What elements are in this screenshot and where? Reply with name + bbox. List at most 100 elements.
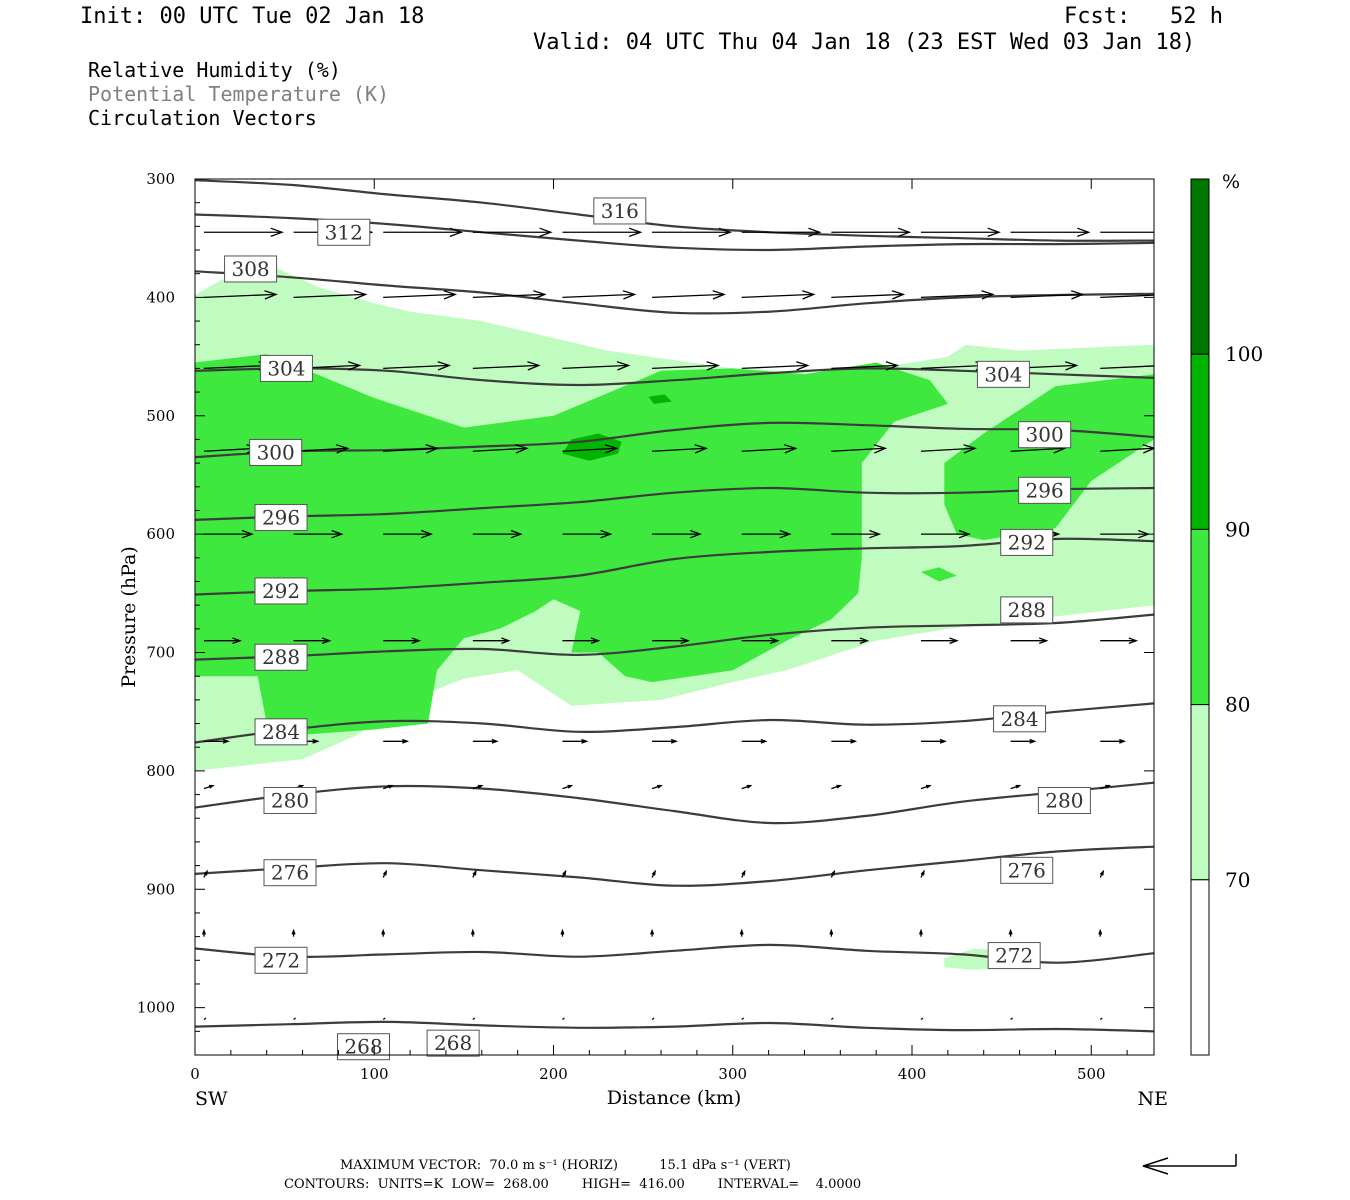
vector-arrow: [203, 1017, 207, 1021]
vector-head: [491, 738, 499, 744]
vector-arrow: [1100, 231, 1154, 233]
contour-label-box: [317, 218, 371, 246]
colorbar-segment: [1190, 879, 1210, 1056]
vector-arrow: [651, 784, 663, 790]
vector-head: [201, 928, 206, 935]
vector-arrow: [562, 637, 601, 645]
contour-label-box: [993, 705, 1047, 733]
contour-label-box: [259, 354, 313, 382]
vector-shaft: [293, 447, 348, 452]
vector-head: [939, 738, 947, 744]
x-tick-label: 100: [360, 1065, 389, 1083]
vector-head: [472, 869, 477, 876]
vector-head: [712, 290, 726, 300]
footer-max-vector: MAXIMUM VECTOR: 70.0 m s⁻¹ (HORIZ) 15.1 …: [340, 1158, 791, 1173]
vector-head: [718, 227, 733, 238]
rh-region-80: [944, 374, 1154, 541]
contour-label-box: [263, 859, 317, 887]
vector-head: [1161, 291, 1172, 299]
vector-arrow: [831, 637, 870, 645]
vector-arrow: [741, 444, 798, 454]
vector-head: [670, 738, 679, 744]
rh-region-90: [648, 394, 672, 404]
x-end-label-sw: SW: [195, 1088, 228, 1110]
x-tick-label: 0: [190, 1065, 200, 1083]
isentrope-300: [195, 421, 1154, 459]
contour-label-288: 288: [254, 643, 308, 671]
vector-head: [680, 637, 690, 645]
vector-head: [411, 637, 422, 645]
vector-head: [850, 738, 858, 744]
contour-label-text: 292: [1008, 530, 1046, 554]
vector-shaft: [383, 364, 450, 370]
vector-head: [925, 784, 932, 789]
vector-arrow: [741, 290, 816, 300]
contour-label-276: 276: [263, 859, 317, 887]
contour-label-text: 304: [984, 362, 1022, 386]
contour-label-272: 272: [987, 942, 1041, 970]
vector-arrow: [651, 869, 656, 878]
vector-arrow: [741, 784, 753, 790]
vector-arrow: [382, 1017, 386, 1021]
contour-label-text: 280: [271, 788, 309, 812]
legend-rh: Relative Humidity (%): [88, 58, 341, 82]
colorbar-segment: [1190, 704, 1210, 881]
colorbar-label: 80: [1225, 693, 1250, 717]
vector-head: [869, 529, 882, 539]
vector-arrow: [472, 290, 547, 300]
vector-head: [402, 738, 410, 744]
legend-theta: Potential Temperature (K): [88, 82, 390, 106]
vector-head: [312, 738, 320, 744]
vector-head: [802, 290, 816, 300]
vector-arrow: [293, 1017, 296, 1021]
isentrope-276: [195, 845, 1154, 887]
vector-head: [829, 928, 834, 935]
contour-label-box: [254, 946, 308, 974]
axes: 300 400 500 600 700 800 900 1000 0 100 200 300 400 50…: [137, 170, 1154, 1083]
contour-label-box: [224, 255, 278, 283]
vector-arrow: [293, 290, 368, 300]
vector-shaft: [652, 447, 707, 452]
vector-arrow: [562, 227, 643, 238]
vector-arrow: [383, 361, 452, 371]
vector-head: [650, 928, 655, 935]
vector-arrow: [201, 928, 206, 937]
vector-shaft: [383, 293, 456, 299]
vector-head: [1029, 738, 1037, 744]
vector-shaft: [651, 1017, 655, 1021]
vector-head: [689, 529, 702, 539]
contour-label-box: [987, 942, 1041, 970]
vector-head: [836, 784, 843, 789]
vector-arrow: [920, 444, 977, 454]
vector-shaft: [920, 293, 993, 299]
vector-head: [1065, 361, 1079, 371]
vector-shaft: [741, 364, 808, 370]
vector-arrow: [1098, 928, 1103, 937]
vector-head: [600, 529, 613, 539]
vector-arrow: [203, 290, 278, 300]
contour-label-text: 272: [995, 944, 1033, 968]
vector-head: [1128, 637, 1139, 645]
contour-label-text: 280: [1045, 788, 1083, 812]
contour-label-text: 276: [271, 861, 309, 885]
vector-arrow: [293, 529, 344, 539]
isentrope-308: [195, 270, 1154, 315]
vector-head: [567, 784, 574, 789]
reference-vector: [1142, 1154, 1237, 1175]
vector-arrow: [741, 1017, 745, 1021]
vector-arrow: [1010, 1017, 1013, 1021]
vector-shaft: [1099, 1017, 1103, 1021]
vector-shaft: [203, 364, 270, 370]
y-tick-label: 400: [146, 288, 175, 306]
vector-head: [470, 928, 475, 935]
vector-arrow: [830, 1017, 834, 1021]
vector-shaft: [203, 1017, 207, 1021]
vector-arrow: [741, 869, 746, 878]
vector-shaft: [1010, 293, 1083, 299]
vector-arrow: [472, 1017, 476, 1021]
vector-shaft: [1100, 294, 1154, 299]
vector-arrow: [560, 928, 565, 937]
contour-label-box: [1000, 528, 1054, 556]
vector-arrow: [1010, 784, 1022, 790]
contour-label-text: 284: [1000, 707, 1038, 731]
